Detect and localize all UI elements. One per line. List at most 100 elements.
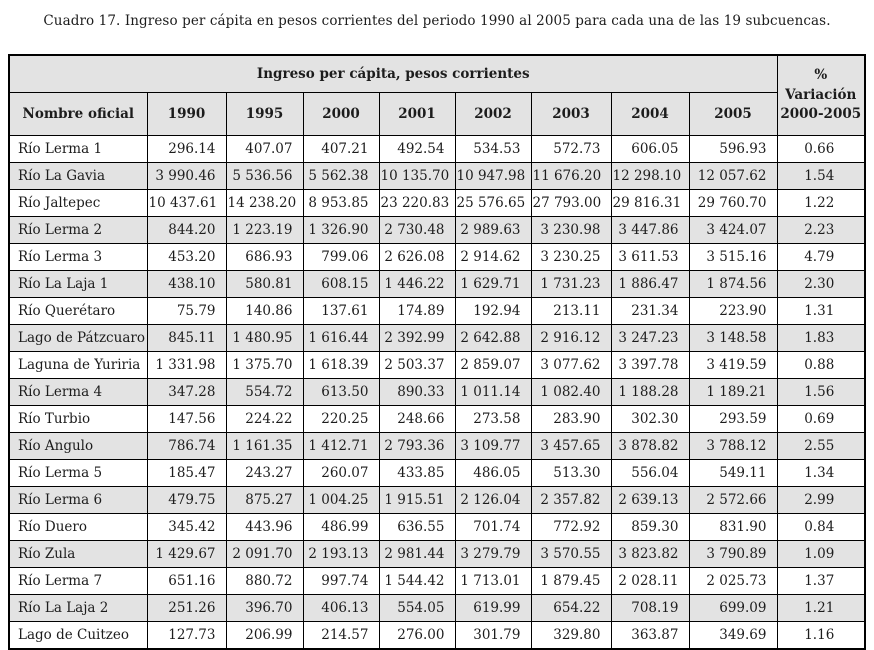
- income-value: 3 148.58: [688, 324, 778, 352]
- income-value: 453.20: [146, 243, 227, 271]
- table-row: Río Lerma 1 296.14 407.07 407.21 492.54 534.5…: [8, 135, 866, 163]
- variation-value: 2.99: [776, 486, 866, 514]
- income-value: 260.07: [302, 459, 380, 487]
- income-value: 12 298.10: [610, 162, 690, 190]
- variation-value: 1.09: [776, 540, 866, 568]
- variation-header-line2: Variación: [785, 86, 857, 103]
- year-column-header: 2000: [302, 92, 380, 136]
- name-column-header: Nombre oficial: [8, 92, 148, 136]
- income-value: 880.72: [225, 567, 304, 595]
- income-value: 2 357.82: [530, 486, 612, 514]
- column-header-row: Nombre oficial 1990 1995 2000 2001 2002 2003 2…: [8, 92, 865, 136]
- income-value: 1 886.47: [610, 270, 690, 298]
- table-row: Río Querétaro 75.79 140.86 137.61 174.89 192.…: [8, 297, 866, 325]
- income-value: 596.93: [688, 135, 778, 163]
- income-value: 5 562.38: [302, 162, 380, 190]
- income-value: 997.74: [302, 567, 380, 595]
- income-value: 2 989.63: [454, 216, 532, 244]
- income-value: 185.47: [146, 459, 227, 487]
- income-value: 1 082.40: [530, 378, 612, 406]
- income-value: 890.33: [378, 378, 456, 406]
- subbasin-name: Río Jaltepec: [8, 189, 148, 217]
- variation-header: % Variación 2000-2005: [776, 54, 866, 136]
- income-value: 3 611.53: [610, 243, 690, 271]
- income-value: 844.20: [146, 216, 227, 244]
- table-row: Río Duero 345.42 443.96 486.99 636.55 701.74 7…: [8, 513, 866, 541]
- income-value: 1 874.56: [688, 270, 778, 298]
- income-value: 2 793.36: [378, 432, 456, 460]
- income-value: 407.07: [225, 135, 304, 163]
- income-value: 224.22: [225, 405, 304, 433]
- income-value: 10 947.98: [454, 162, 532, 190]
- income-value: 3 230.98: [530, 216, 612, 244]
- income-value: 206.99: [225, 621, 304, 650]
- income-value: 613.50: [302, 378, 380, 406]
- income-value: 1 331.98: [146, 351, 227, 379]
- income-value: 5 536.56: [225, 162, 304, 190]
- income-value: 75.79: [146, 297, 227, 325]
- income-value: 223.90: [688, 297, 778, 325]
- income-value: 3 419.59: [688, 351, 778, 379]
- income-value: 220.25: [302, 405, 380, 433]
- income-value: 1 161.35: [225, 432, 304, 460]
- income-value: 23 220.83: [378, 189, 456, 217]
- income-value: 283.90: [530, 405, 612, 433]
- income-value: 3 570.55: [530, 540, 612, 568]
- income-value: 875.27: [225, 486, 304, 514]
- income-value: 845.11: [146, 324, 227, 352]
- income-value: 214.57: [302, 621, 380, 650]
- subbasin-name: Río La Laja 2: [8, 594, 148, 622]
- year-column-header: 2002: [454, 92, 532, 136]
- variation-value: 2.30: [776, 270, 866, 298]
- income-value: 251.26: [146, 594, 227, 622]
- income-value: 276.00: [378, 621, 456, 650]
- subbasin-name: Río La Gavia: [8, 162, 148, 190]
- income-value: 859.30: [610, 513, 690, 541]
- table-row: Río Zula 1 429.67 2 091.70 2 193.13 2 981.44…: [8, 540, 866, 568]
- subbasin-name: Lago de Cuitzeo: [8, 621, 148, 650]
- income-value: 2 392.99: [378, 324, 456, 352]
- income-value: 231.34: [610, 297, 690, 325]
- income-value: 3 515.16: [688, 243, 778, 271]
- income-value: 407.21: [302, 135, 380, 163]
- income-value: 486.05: [454, 459, 532, 487]
- income-value: 1 616.44: [302, 324, 380, 352]
- variation-value: 1.56: [776, 378, 866, 406]
- income-value: 619.99: [454, 594, 532, 622]
- income-value: 1 713.01: [454, 567, 532, 595]
- income-value: 1 629.71: [454, 270, 532, 298]
- year-column-header: 2001: [378, 92, 456, 136]
- table-row: Río La Laja 2 251.26 396.70 406.13 554.05 619…: [8, 594, 866, 622]
- income-value: 10 437.61: [146, 189, 227, 217]
- income-value: 3 279.79: [454, 540, 532, 568]
- income-value: 1 618.39: [302, 351, 380, 379]
- income-value: 127.73: [146, 621, 227, 650]
- variation-value: 1.83: [776, 324, 866, 352]
- income-value: 2 639.13: [610, 486, 690, 514]
- income-value: 345.42: [146, 513, 227, 541]
- income-value: 301.79: [454, 621, 532, 650]
- income-value: 580.81: [225, 270, 304, 298]
- income-value: 11 676.20: [530, 162, 612, 190]
- table-row: Río Lerma 7 651.16 880.72 997.74 1 544.42 1 7…: [8, 567, 866, 595]
- income-value: 396.70: [225, 594, 304, 622]
- variation-value: 0.88: [776, 351, 866, 379]
- subbasin-name: Río Zula: [8, 540, 148, 568]
- income-value: 1 223.19: [225, 216, 304, 244]
- subbasin-name: Río Turbio: [8, 405, 148, 433]
- subbasin-name: Río Angulo: [8, 432, 148, 460]
- income-value: 363.87: [610, 621, 690, 650]
- income-value: 799.06: [302, 243, 380, 271]
- income-value: 1 731.23: [530, 270, 612, 298]
- subbasin-name: Río Lerma 4: [8, 378, 148, 406]
- income-value: 248.66: [378, 405, 456, 433]
- subbasin-name: Río Lerma 3: [8, 243, 148, 271]
- income-value: 2 028.11: [610, 567, 690, 595]
- income-value: 608.15: [302, 270, 380, 298]
- variation-value: 2.23: [776, 216, 866, 244]
- income-value: 2 091.70: [225, 540, 304, 568]
- table-header: Ingreso per cápita, pesos corrientes % V…: [8, 54, 866, 136]
- variation-value: 1.34: [776, 459, 866, 487]
- variation-value: 1.21: [776, 594, 866, 622]
- variation-value: 0.66: [776, 135, 866, 163]
